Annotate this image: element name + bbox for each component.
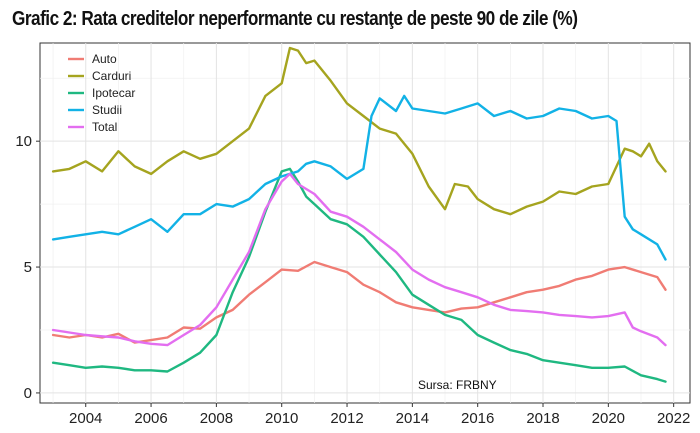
series-line-ipotecar	[51, 167, 667, 383]
x-tick-label: 2012	[330, 410, 363, 427]
chart-title: Grafic 2: Rata creditelor neperformante …	[12, 8, 578, 30]
series-lines	[51, 46, 667, 383]
x-tick-label: 2016	[461, 410, 494, 427]
x-tick-label: 2008	[200, 410, 233, 427]
x-tick-label: 2018	[526, 410, 559, 427]
y-axis-ticks: 0 5 10	[15, 133, 40, 402]
x-tick-label: 2014	[396, 410, 429, 427]
series-line-auto	[51, 260, 667, 344]
y-tick-label: 0	[24, 385, 32, 402]
series-line-carduri	[51, 46, 667, 216]
legend-label-carduri: Carduri	[92, 69, 131, 83]
legend-label-studii: Studii	[92, 103, 122, 117]
x-tick-label: 2010	[265, 410, 298, 427]
x-tick-label: 2006	[134, 410, 167, 427]
legend-label-total: Total	[92, 120, 117, 134]
series-line-total	[51, 172, 667, 347]
y-tick-label: 5	[24, 259, 32, 276]
x-axis-ticks: 2004 2006 2008 2010 2012 2014 2016 2018 2020 2022	[69, 403, 690, 427]
x-tick-label: 2004	[69, 410, 102, 427]
legend-label-auto: Auto	[92, 52, 117, 66]
source-note: Sursa: FRBNY	[418, 378, 497, 392]
x-tick-label: 2020	[592, 410, 625, 427]
y-tick-label: 10	[15, 133, 32, 150]
minor-gridlines	[40, 43, 690, 403]
x-tick-label: 2022	[657, 410, 690, 427]
plot-panel	[39, 42, 691, 404]
legend-label-ipotecar: Ipotecar	[92, 86, 135, 100]
series-line-studii	[51, 94, 667, 261]
legend: Auto Carduri Ipotecar Studii Total	[68, 52, 135, 134]
